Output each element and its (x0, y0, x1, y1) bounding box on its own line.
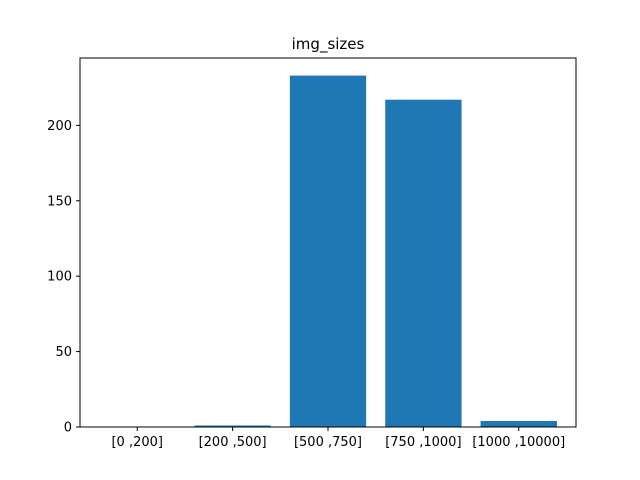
y-axis-ticks: 0 50 100 150 200 (47, 119, 80, 436)
y-tick-label: 200 (47, 119, 72, 134)
bar (480, 420, 557, 427)
x-tick-label: [0 ,200] (111, 435, 163, 450)
bar (194, 425, 271, 427)
x-tick-label: [500 ,750] (294, 435, 362, 450)
bar (289, 75, 367, 428)
x-axis-ticks: [0 ,200] [200 ,500] [500 ,750] [750 ,1000] [… (111, 427, 565, 450)
y-tick-label: 150 (47, 194, 72, 209)
plot-area-frame (79, 57, 577, 428)
x-tick-label: [1000 ,10000] (472, 435, 565, 450)
y-tick-label: 100 (47, 270, 72, 285)
bar (385, 99, 462, 428)
bars-group (194, 75, 557, 428)
chart-title: img_sizes (292, 35, 365, 54)
x-tick-label: [750 ,1000] (385, 435, 461, 450)
x-tick-label: [200 ,500] (199, 435, 267, 450)
y-tick-label: 0 (64, 421, 72, 436)
y-tick-label: 50 (55, 345, 72, 360)
